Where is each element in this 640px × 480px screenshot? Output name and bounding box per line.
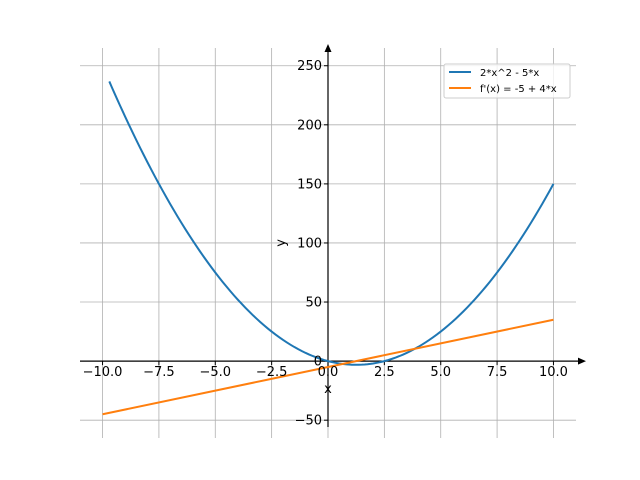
series-line-0 (108, 81, 555, 366)
x-tick-label-5: 2.5 (374, 365, 395, 380)
x-tick-label-4: 0.0 (318, 365, 339, 380)
y-tick-label-2: 50 (305, 296, 322, 311)
y-tick-label-5: 200 (297, 118, 322, 133)
x-tick-label-6: 5.0 (430, 365, 451, 380)
tick-labels: −10.0 −7.5 −5.0 −2.5 0.0 2.5 5.0 7.5 10.0 −50 0 50 1… (83, 59, 568, 428)
x-tick-label-0: −10.0 (83, 365, 123, 380)
x-tick-label-1: −7.5 (143, 365, 175, 380)
y-tick-label-1: 0 (314, 355, 322, 370)
y-axis-label: y (274, 239, 289, 247)
legend-entry-1: f'(x) = -5 + 4*x (480, 84, 557, 95)
y-tick-label-6: 250 (297, 59, 322, 74)
series-group (102, 81, 555, 416)
x-tick-label-3: −2.5 (256, 365, 288, 380)
x-tick-label-7: 7.5 (487, 365, 508, 380)
y-axis-arrow (324, 44, 332, 52)
x-axis-arrow (578, 357, 586, 365)
legend: 2*x^2 - 5*x f'(x) = -5 + 4*x (443, 63, 571, 99)
x-tick-label-2: −5.0 (199, 365, 231, 380)
series-line-1 (102, 318, 554, 416)
legend-box (443, 63, 571, 99)
x-tick-label-8: 10.0 (539, 365, 568, 380)
x-axis-label: x (324, 382, 332, 397)
y-tick-label-0: −50 (295, 414, 322, 429)
y-tick-label-3: 100 (297, 236, 322, 251)
legend-entry-0: 2*x^2 - 5*x (480, 68, 539, 79)
y-tick-label-4: 150 (297, 177, 322, 192)
